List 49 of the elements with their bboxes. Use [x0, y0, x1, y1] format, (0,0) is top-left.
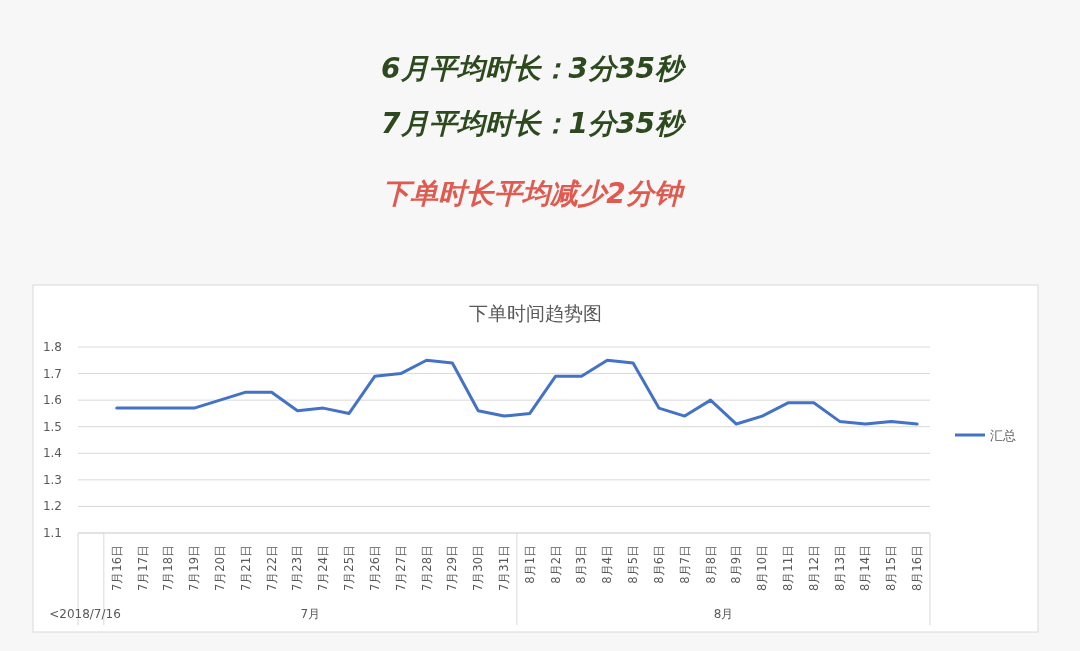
x-tick-label: 8月6日 [651, 545, 666, 584]
x-tick-label: 7月20日 [213, 545, 227, 591]
y-tick-label: 1.7 [42, 366, 62, 381]
x-tick-label: 8月4日 [600, 545, 615, 584]
legend-label: 汇总 [990, 428, 1016, 443]
x-tick-label: 8月3日 [574, 545, 589, 584]
x-tick-label: 8月16日 [910, 545, 925, 591]
x-tick-label: 7月29日 [445, 545, 460, 591]
text: 下单时长平均减少2分钟 [382, 177, 686, 210]
x-tick-label: 7月27日 [393, 545, 408, 591]
line-series [115, 358, 919, 426]
y-tick-label: 1.5 [42, 419, 62, 434]
x-tick-label: 7月22日 [264, 545, 279, 591]
y-tick-label: 1.6 [42, 393, 62, 408]
x-tick-label: 7月24日 [316, 545, 331, 591]
x-tick-label: 7月30日 [471, 545, 486, 591]
x-tick-label: 8月10日 [755, 545, 770, 591]
x-tick-label: 7月19日 [187, 545, 202, 591]
y-tick-label: 1.4 [42, 446, 62, 461]
x-tick-label: 8月8日 [703, 545, 718, 584]
x-tick-label: 8月15日 [884, 545, 899, 591]
x-tick-label: 8月2日 [548, 545, 563, 584]
x-tick-label: 8月11日 [781, 545, 795, 591]
x-tick-label: 8月7日 [677, 545, 692, 584]
x-tick-label: 7月18日 [161, 545, 176, 591]
text: 7月 [300, 607, 321, 621]
x-tick-label: 8月14日 [858, 545, 873, 591]
text: <2018/7/16 [49, 607, 121, 621]
x-tick-label: 7月28日 [419, 545, 434, 591]
y-tick-label: 1.3 [42, 472, 62, 487]
y-tick-label: 1.2 [42, 499, 62, 514]
x-tick-label: 8月12日 [806, 545, 821, 591]
x-tick-label: 7月31日 [497, 545, 511, 591]
x-tick-label: 7月25日 [342, 545, 357, 591]
x-tick-label: 8月1日 [522, 545, 537, 584]
x-tick-label: 8月5日 [626, 545, 641, 584]
chart-title: 下单时间趋势图 [468, 302, 602, 324]
x-tick-label: 8月13日 [832, 545, 847, 591]
text: 7月平均时长：1分35秒 [381, 107, 687, 140]
x-tick-label: 7月21日 [238, 545, 253, 591]
y-tick-label: 1.1 [42, 526, 62, 540]
x-tick-label: 7月23日 [290, 545, 305, 591]
text: 8月 [713, 607, 734, 621]
y-tick-label: 1.8 [42, 340, 62, 354]
x-tick-label: 8月9日 [729, 545, 744, 584]
text: 6月平均时长：3分35秒 [381, 52, 687, 85]
x-tick-label: 7月26日 [367, 545, 382, 591]
x-tick-label: 7月17日 [135, 545, 150, 591]
x-tick-label: 7月16日 [109, 545, 124, 591]
